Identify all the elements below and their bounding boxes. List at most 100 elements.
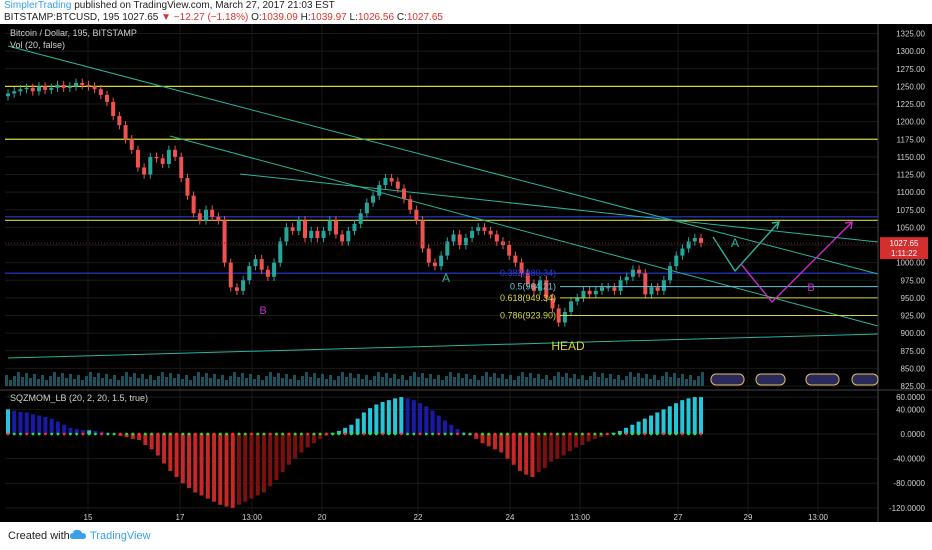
volume-bar: [129, 377, 132, 386]
osc-dot: [587, 432, 591, 436]
volume-bar: [501, 374, 504, 386]
osc-dot: [150, 432, 153, 436]
osc-dot: [268, 432, 272, 436]
volume-bar: [661, 376, 664, 386]
volume-bar: [689, 375, 692, 386]
event-flags[interactable]: [710, 373, 879, 386]
volume-bar: [457, 373, 460, 386]
price-tick-label: 950.00: [901, 294, 926, 303]
candle-body: [544, 280, 549, 298]
candle-body: [414, 209, 419, 221]
volume-bar: [353, 378, 356, 386]
osc-bar: [230, 434, 235, 508]
volume-bar: [449, 372, 452, 386]
volume-bar: [109, 379, 112, 386]
author-link[interactable]: SimplerTrading: [4, 0, 72, 11]
volume-bar: [201, 377, 204, 386]
candle-body: [98, 89, 103, 95]
osc-bar: [393, 398, 398, 434]
osc-bar: [617, 430, 622, 434]
price-tick-label: 1275.00: [896, 65, 925, 74]
price-tick-label: 1150.00: [897, 153, 926, 162]
osc-dot: [81, 432, 85, 436]
candle-body: [612, 287, 617, 291]
volume-bar: [549, 380, 552, 386]
candle-body: [556, 308, 561, 323]
osc-dot: [468, 432, 472, 436]
volume-bar: [69, 374, 72, 386]
volume-bar: [265, 376, 268, 386]
price-tick-label: 975.00: [901, 276, 926, 285]
volume-bar: [629, 372, 632, 386]
volume-bar: [685, 379, 688, 386]
osc-bar: [574, 434, 579, 448]
candle-body: [24, 87, 29, 90]
osc-bar: [224, 434, 229, 507]
candle-body: [210, 209, 215, 217]
volume-bar: [241, 373, 244, 386]
chart-area[interactable]: 0.382(980.34) 0.5(964.21) 0.618(949.34) 0.7…: [0, 24, 932, 522]
osc-bar: [305, 434, 310, 448]
volume-bar: [105, 374, 108, 386]
open-label: O:: [251, 12, 262, 23]
osc-dot: [393, 432, 397, 436]
osc-bar: [436, 415, 441, 434]
candle-body: [234, 287, 239, 291]
low-label: L:: [349, 12, 358, 23]
candle-body: [395, 181, 400, 189]
volume-bar: [365, 375, 368, 386]
volume-bar: [493, 373, 496, 386]
osc-bar: [455, 429, 460, 434]
volume-bar: [561, 377, 564, 386]
candle-body: [569, 301, 574, 312]
candle-body: [247, 266, 252, 281]
osc-dot: [287, 432, 291, 436]
candle-body: [216, 216, 221, 221]
osc-dot: [462, 432, 466, 436]
volume-bar: [557, 372, 560, 386]
footer-created: Created with: [8, 530, 70, 542]
osc-dot: [680, 432, 684, 436]
candle-body: [55, 84, 60, 88]
volume-bar: [53, 372, 56, 386]
candle-body: [451, 234, 456, 242]
osc-dot: [624, 432, 628, 436]
footer-brand[interactable]: TradingView: [90, 530, 151, 542]
osc-dot: [243, 432, 247, 436]
osc-dot: [687, 432, 690, 436]
time-tick-label: 17: [176, 513, 185, 522]
volume-bar: [205, 373, 208, 386]
osc-bar: [205, 434, 210, 499]
volume-bar: [677, 378, 680, 386]
osc-dot: [593, 432, 597, 436]
osc-bar: [199, 434, 204, 496]
osc-dot: [231, 432, 235, 436]
volume-bar: [597, 377, 600, 386]
osc-bar: [311, 434, 316, 444]
volume-bar: [25, 373, 28, 386]
volume-bar: [573, 374, 576, 386]
chart-canvas[interactable]: 0.382(980.34) 0.5(964.21)0.618(949.34) 0.7…: [0, 24, 932, 522]
volume-bar: [701, 372, 704, 386]
osc-bar: [280, 434, 285, 473]
osc-bar: [155, 434, 160, 456]
osc-dot: [218, 432, 222, 436]
osc-dot: [6, 432, 10, 436]
candle-body: [123, 125, 128, 140]
osc-bar: [293, 434, 298, 459]
osc-dot: [44, 432, 47, 436]
osc-bar: [555, 434, 560, 459]
volume-bar: [405, 380, 408, 386]
volume-bar: [149, 375, 152, 386]
chart-title: Bitcoin / Dollar, 195, BITSTAMP: [10, 28, 137, 38]
candle-body: [674, 255, 679, 267]
osc-bar: [667, 406, 672, 434]
osc-bar: [368, 408, 373, 434]
osc-dot: [262, 432, 266, 436]
volume-bar: [509, 375, 512, 386]
volume-bar: [41, 375, 44, 386]
volume-bar: [57, 377, 60, 386]
price-tick-label: 825.00: [901, 382, 926, 391]
annotation-label: B: [807, 282, 814, 294]
osc-bar: [511, 434, 516, 465]
